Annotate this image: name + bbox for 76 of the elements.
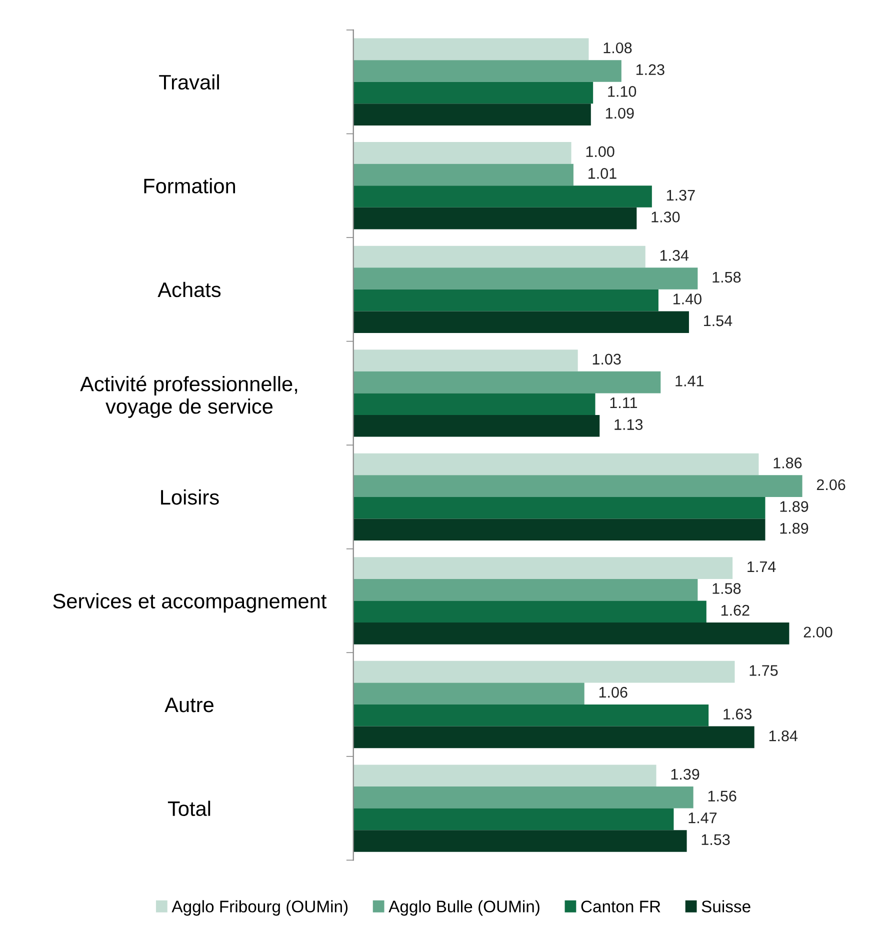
- bar: [353, 726, 754, 748]
- data-label: 1.47: [688, 812, 717, 824]
- data-label: 1.11: [610, 398, 638, 408]
- bar: [353, 104, 591, 126]
- y-tick-label: Formation: [144, 178, 236, 194]
- bar: [353, 496, 766, 519]
- bar: [353, 268, 698, 290]
- data-label: 1.58: [712, 583, 741, 594]
- data-label: 1.06: [599, 686, 628, 698]
- data-label: 2.00: [804, 626, 832, 638]
- data-label: 1.03: [592, 354, 621, 365]
- bar: [353, 660, 735, 683]
- data-label: 1.56: [708, 790, 736, 802]
- bar: [353, 393, 596, 415]
- y-tick-label: Loisirs: [161, 489, 219, 505]
- legend-label: Suisse: [702, 900, 750, 912]
- legend-label: Agglo Fribourg (OUMin): [172, 900, 348, 916]
- bar: [353, 311, 689, 333]
- bar: [353, 246, 646, 268]
- bar: [353, 682, 584, 705]
- legend-label: Agglo Bulle (OUMin): [388, 900, 540, 916]
- bar: [353, 164, 574, 186]
- bar: [353, 518, 766, 541]
- data-label: 1.89: [780, 522, 808, 534]
- y-tick-label: Total: [168, 800, 210, 816]
- y-tick-label: Travail: [159, 74, 219, 90]
- bar: [353, 142, 572, 164]
- bar: [353, 207, 637, 230]
- bar: [353, 600, 706, 623]
- data-label: 1.00: [586, 146, 614, 158]
- bar: [353, 60, 622, 82]
- bar: [353, 350, 578, 372]
- data-label: 1.54: [704, 316, 732, 326]
- data-label: 1.23: [636, 64, 664, 76]
- data-label: 2.06: [816, 479, 846, 490]
- bar: [353, 38, 589, 60]
- data-label: 1.84: [769, 730, 798, 742]
- bar: [353, 808, 674, 830]
- bar: [353, 786, 694, 808]
- legend-label: Canton FR: [581, 900, 660, 912]
- data-label: 1.58: [712, 272, 741, 283]
- data-label: 1.86: [774, 458, 802, 468]
- bar: [353, 186, 652, 208]
- bar: [353, 289, 658, 312]
- data-label: 1.63: [724, 708, 752, 720]
- y-tick-label: Services et accompagnement: [53, 593, 327, 613]
- data-label: 1.01: [588, 168, 616, 179]
- data-label: 1.09: [606, 108, 634, 119]
- y-tick-label: Activité professionnelle, voyage de service: [80, 376, 298, 418]
- data-label: 1.37: [666, 190, 695, 201]
- data-label: 1.62: [721, 604, 750, 616]
- data-label: 1.30: [652, 212, 680, 222]
- y-tick-label: Achats: [158, 282, 221, 298]
- bar: [353, 704, 709, 726]
- data-label: 1.75: [750, 665, 778, 676]
- data-label: 1.13: [614, 419, 643, 430]
- bar: [353, 557, 733, 579]
- bar: [353, 453, 759, 476]
- data-label: 1.34: [660, 250, 689, 261]
- bar: [353, 475, 802, 497]
- bar: [353, 578, 698, 601]
- data-label: 1.08: [604, 42, 632, 54]
- bar: [353, 414, 600, 437]
- bar: [353, 371, 661, 394]
- data-label: 1.40: [674, 294, 702, 304]
- bar: [353, 622, 790, 644]
- bar: [353, 830, 687, 852]
- data-label: 1.10: [608, 86, 636, 97]
- data-label: 1.74: [748, 561, 776, 572]
- data-label: 1.41: [676, 376, 704, 386]
- bar: [353, 82, 594, 104]
- data-label: 1.53: [702, 834, 730, 846]
- y-tick-label: Autre: [164, 698, 214, 712]
- data-label: 1.89: [780, 501, 808, 512]
- bar: [353, 764, 656, 786]
- data-label: 1.39: [671, 768, 700, 780]
